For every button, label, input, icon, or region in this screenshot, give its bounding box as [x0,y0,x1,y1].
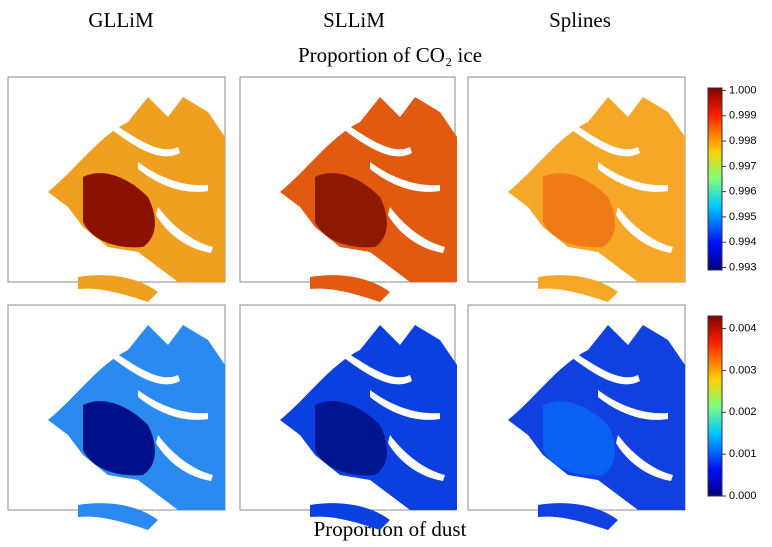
column-title: GLLiM [88,8,154,32]
colorbar-tick-label: 0.002 [729,406,757,418]
row-title: Proportion of CO₂ ice [298,43,482,67]
colorbar-tick-label: 0.996 [729,186,757,198]
colorbar-tick-label: 0.993 [729,261,757,273]
colorbar-tick-label: 1.000 [729,84,757,96]
map-panel [468,305,685,530]
column-title: SLLiM [323,8,385,32]
colorbar-tick-label: 0.997 [729,160,757,172]
colorbar [708,88,722,270]
map-panel [8,305,225,530]
map-panel [8,77,225,302]
colorbar-tick-label: 0.994 [729,236,757,248]
colorbar-tick-label: 0.004 [729,322,757,334]
figure: GLLiM SLLiM Splines Proportion of CO₂ ic… [0,0,772,547]
colorbar-tick-label: 0.999 [729,110,757,122]
colorbar-tick-label: 0.000 [729,490,757,502]
colorbar-tick-label: 0.003 [729,364,757,376]
colorbar-tick-label: 0.995 [729,211,757,223]
map-panel [240,77,457,302]
colorbar-tick-label: 0.998 [729,135,757,147]
map-panel [240,305,457,530]
column-title: Splines [549,8,611,32]
map-panel [468,77,685,302]
row-title: Proportion of dust [314,517,467,541]
colorbar [708,316,722,496]
colorbar-tick-label: 0.001 [729,448,757,460]
